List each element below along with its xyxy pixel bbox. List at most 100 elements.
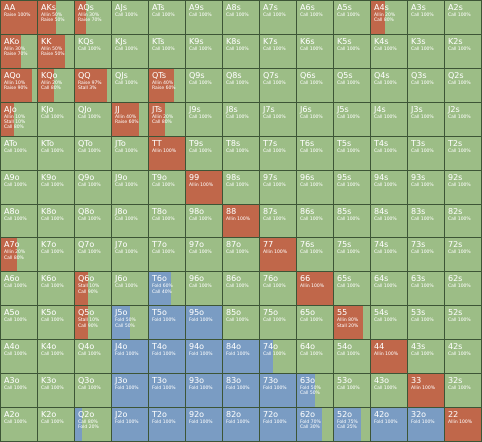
hand-cell-q4s[interactable]: Q4s Call 100%	[371, 68, 407, 102]
hand-cell-q7o[interactable]: Q7o Call 100%	[75, 238, 111, 272]
hand-cell-82o[interactable]: 82o Fold 100%	[223, 408, 259, 441]
hand-cell-q5o[interactable]: Q5o Stall 10% Call 90%	[75, 306, 111, 340]
hand-cell-t4s[interactable]: T4s Call 100%	[371, 136, 407, 170]
hand-cell-66[interactable]: 66 Allin 100%	[297, 272, 333, 306]
hand-cell-t6o[interactable]: T6o Fold 60% Call 40%	[149, 272, 185, 306]
hand-cell-88[interactable]: 88 Allin 100%	[223, 204, 259, 238]
hand-cell-j2s[interactable]: J2s Call 100%	[445, 102, 481, 136]
hand-cell-j2o[interactable]: J2o Fold 100%	[112, 408, 148, 441]
hand-cell-a9o[interactable]: A9o Call 100%	[1, 170, 37, 204]
hand-cell-t5s[interactable]: T5s Call 100%	[334, 136, 370, 170]
hand-cell-j7o[interactable]: J7o Call 100%	[112, 238, 148, 272]
hand-cell-a5o[interactable]: A5o Call 100%	[1, 306, 37, 340]
hand-cell-jto[interactable]: JTo Call 100%	[112, 136, 148, 170]
hand-cell-qts[interactable]: QTs Allin 40% Raise 60%	[149, 68, 185, 102]
hand-cell-t9o[interactable]: T9o Call 100%	[149, 170, 185, 204]
hand-cell-96o[interactable]: 96o Call 100%	[186, 272, 222, 306]
hand-cell-74s[interactable]: 74s Call 100%	[371, 238, 407, 272]
hand-cell-a6s[interactable]: A6s Call 100%	[297, 1, 333, 34]
hand-cell-76o[interactable]: 76o Call 100%	[260, 272, 296, 306]
hand-cell-53s[interactable]: 53s Call 100%	[408, 306, 444, 340]
hand-cell-qto[interactable]: QTo Call 100%	[75, 136, 111, 170]
hand-cell-kqo[interactable]: KQo Allin 20% Call 80%	[38, 68, 74, 102]
hand-cell-85o[interactable]: 85o Call 100%	[223, 306, 259, 340]
hand-cell-kqs[interactable]: KQs Call 100%	[75, 34, 111, 68]
hand-cell-k3o[interactable]: K3o Call 100%	[38, 374, 74, 408]
hand-cell-t4o[interactable]: T4o Fold 100%	[149, 340, 185, 374]
hand-cell-54o[interactable]: 54o Call 100%	[334, 340, 370, 374]
hand-cell-q8o[interactable]: Q8o Call 100%	[75, 204, 111, 238]
hand-cell-63s[interactable]: 63s Call 100%	[408, 272, 444, 306]
hand-cell-73s[interactable]: 73s Call 100%	[408, 238, 444, 272]
hand-cell-qjo[interactable]: QJo Call 100%	[75, 102, 111, 136]
hand-cell-j9s[interactable]: J9s Call 100%	[186, 102, 222, 136]
hand-cell-63o[interactable]: 63o Fold 50% Call 50%	[297, 374, 333, 408]
hand-cell-j5s[interactable]: J5s Call 100%	[334, 102, 370, 136]
hand-cell-43o[interactable]: 43o Call 100%	[371, 374, 407, 408]
hand-cell-55[interactable]: 55 Allin 80% Stall 20%	[334, 306, 370, 340]
hand-cell-a3s[interactable]: A3s Call 100%	[408, 1, 444, 34]
hand-cell-42o[interactable]: 42o Fold 100%	[371, 408, 407, 441]
hand-cell-t7o[interactable]: T7o Call 100%	[149, 238, 185, 272]
hand-cell-q3s[interactable]: Q3s Call 100%	[408, 68, 444, 102]
hand-cell-99[interactable]: 99 Allin 100%	[186, 170, 222, 204]
hand-cell-t7s[interactable]: T7s Call 100%	[260, 136, 296, 170]
hand-cell-82s[interactable]: 82s Call 100%	[445, 204, 481, 238]
hand-cell-k2s[interactable]: K2s Call 100%	[445, 34, 481, 68]
hand-cell-92o[interactable]: 92o Fold 100%	[186, 408, 222, 441]
hand-cell-kjo[interactable]: KJo Call 100%	[38, 102, 74, 136]
hand-cell-t2o[interactable]: T2o Fold 100%	[149, 408, 185, 441]
hand-cell-q7s[interactable]: Q7s Call 100%	[260, 68, 296, 102]
hand-cell-t6s[interactable]: T6s Call 100%	[297, 136, 333, 170]
hand-cell-87o[interactable]: 87o Call 100%	[223, 238, 259, 272]
hand-cell-k8s[interactable]: K8s Call 100%	[223, 34, 259, 68]
hand-cell-98s[interactable]: 98s Call 100%	[223, 170, 259, 204]
hand-cell-83s[interactable]: 83s Call 100%	[408, 204, 444, 238]
hand-cell-32s[interactable]: 32s Call 100%	[445, 374, 481, 408]
hand-cell-a6o[interactable]: A6o Call 100%	[1, 272, 37, 306]
hand-cell-q4o[interactable]: Q4o Call 100%	[75, 340, 111, 374]
hand-cell-a7s[interactable]: A7s Call 100%	[260, 1, 296, 34]
hand-cell-j9o[interactable]: J9o Call 100%	[112, 170, 148, 204]
hand-cell-85s[interactable]: 85s Call 100%	[334, 204, 370, 238]
hand-cell-93o[interactable]: 93o Fold 100%	[186, 374, 222, 408]
hand-cell-98o[interactable]: 98o Call 100%	[186, 204, 222, 238]
hand-cell-j8s[interactable]: J8s Call 100%	[223, 102, 259, 136]
hand-cell-k6s[interactable]: K6s Call 100%	[297, 34, 333, 68]
hand-cell-64s[interactable]: 64s Call 100%	[371, 272, 407, 306]
hand-cell-aqs[interactable]: AQs Allin 30% Raise 70%	[75, 1, 111, 34]
hand-cell-22[interactable]: 22 Allin 100%	[445, 408, 481, 441]
hand-cell-84s[interactable]: 84s Call 100%	[371, 204, 407, 238]
hand-cell-qjs[interactable]: QJs Call 100%	[112, 68, 148, 102]
hand-cell-a5s[interactable]: A5s Call 100%	[334, 1, 370, 34]
hand-cell-ato[interactable]: ATo Call 100%	[1, 136, 37, 170]
hand-cell-j3s[interactable]: J3s Call 100%	[408, 102, 444, 136]
hand-cell-97o[interactable]: 97o Call 100%	[186, 238, 222, 272]
hand-cell-k6o[interactable]: K6o Call 100%	[38, 272, 74, 306]
hand-cell-aqo[interactable]: AQo Allin 10% Raise 90%	[1, 68, 37, 102]
hand-cell-q5s[interactable]: Q5s Call 100%	[334, 68, 370, 102]
hand-cell-t2s[interactable]: T2s Call 100%	[445, 136, 481, 170]
hand-cell-k4o[interactable]: K4o Call 100%	[38, 340, 74, 374]
hand-cell-t8s[interactable]: T8s Call 100%	[223, 136, 259, 170]
hand-cell-q6o[interactable]: Q6o Stall 10% Call 90%	[75, 272, 111, 306]
hand-cell-t5o[interactable]: T5o Fold 100%	[149, 306, 185, 340]
hand-cell-94o[interactable]: 94o Fold 100%	[186, 340, 222, 374]
hand-cell-a8s[interactable]: A8s Call 100%	[223, 1, 259, 34]
hand-cell-q9o[interactable]: Q9o Call 100%	[75, 170, 111, 204]
hand-cell-a2s[interactable]: A2s Call 100%	[445, 1, 481, 34]
hand-cell-73o[interactable]: 73o Fold 100%	[260, 374, 296, 408]
hand-cell-a3o[interactable]: A3o Call 100%	[1, 374, 37, 408]
hand-cell-a4s[interactable]: A4s Allin 20% Call 80%	[371, 1, 407, 34]
hand-cell-86s[interactable]: 86s Call 100%	[297, 204, 333, 238]
hand-cell-j6o[interactable]: J6o Call 100%	[112, 272, 148, 306]
hand-cell-k9o[interactable]: K9o Call 100%	[38, 170, 74, 204]
hand-cell-k4s[interactable]: K4s Call 100%	[371, 34, 407, 68]
hand-cell-74o[interactable]: 74o Call 100%	[260, 340, 296, 374]
hand-cell-93s[interactable]: 93s Call 100%	[408, 170, 444, 204]
hand-cell-q9s[interactable]: Q9s Call 100%	[186, 68, 222, 102]
hand-cell-ako[interactable]: AKo Allin 30% Raise 70%	[1, 34, 37, 68]
hand-cell-a9s[interactable]: A9s Call 100%	[186, 1, 222, 34]
hand-cell-q6s[interactable]: Q6s Call 100%	[297, 68, 333, 102]
hand-cell-aa[interactable]: AA Raise 100%	[1, 1, 37, 34]
